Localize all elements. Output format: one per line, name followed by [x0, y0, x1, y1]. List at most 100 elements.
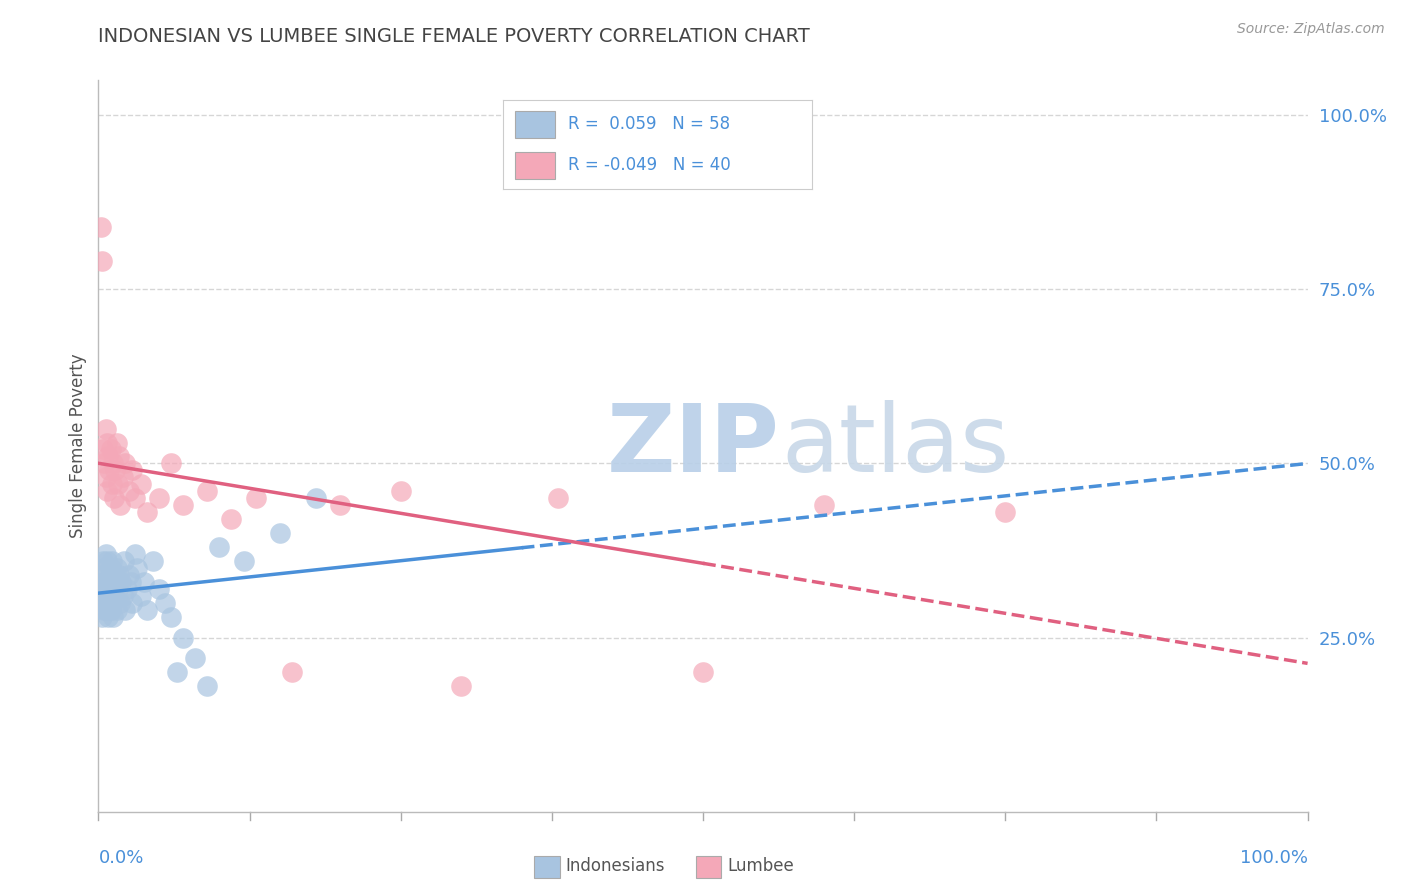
Point — [153, 596, 176, 610]
Point — [94, 547, 117, 561]
Point — [108, 498, 131, 512]
Point — [90, 219, 112, 234]
Point — [94, 589, 117, 603]
Point — [91, 254, 114, 268]
Point — [135, 603, 157, 617]
Point — [208, 540, 231, 554]
Text: R = -0.049   N = 40: R = -0.049 N = 40 — [568, 156, 730, 174]
Point — [91, 596, 114, 610]
Point — [121, 463, 143, 477]
Point — [103, 567, 125, 582]
Point — [100, 477, 122, 491]
Point — [93, 457, 115, 471]
Point — [135, 505, 157, 519]
Point — [96, 484, 118, 499]
Point — [172, 631, 194, 645]
Point — [129, 589, 152, 603]
Point — [101, 582, 124, 596]
Point — [117, 582, 139, 596]
Y-axis label: Single Female Poverty: Single Female Poverty — [69, 354, 87, 538]
Text: ZIP: ZIP — [606, 400, 779, 492]
Point — [91, 442, 114, 457]
Point — [112, 554, 135, 568]
Point — [100, 574, 122, 589]
Point — [127, 561, 149, 575]
Point — [104, 463, 127, 477]
Point — [97, 450, 120, 464]
Point — [450, 679, 472, 693]
Point — [94, 603, 117, 617]
Point — [329, 498, 352, 512]
Text: Lumbee: Lumbee — [727, 857, 793, 875]
Point — [100, 596, 122, 610]
Point — [107, 477, 129, 491]
Point — [98, 567, 121, 582]
Point — [108, 596, 131, 610]
Point — [96, 435, 118, 450]
Text: 0.0%: 0.0% — [98, 849, 143, 867]
Point — [100, 554, 122, 568]
Point — [101, 457, 124, 471]
Point — [389, 484, 412, 499]
Text: INDONESIAN VS LUMBEE SINGLE FEMALE POVERTY CORRELATION CHART: INDONESIAN VS LUMBEE SINGLE FEMALE POVER… — [98, 27, 810, 45]
Point — [98, 463, 121, 477]
Point — [103, 491, 125, 506]
Point — [111, 470, 134, 484]
Text: Indonesians: Indonesians — [565, 857, 665, 875]
Text: R =  0.059   N = 58: R = 0.059 N = 58 — [568, 115, 730, 133]
Point — [166, 665, 188, 680]
Point — [124, 491, 146, 506]
Point — [108, 567, 131, 582]
Point — [195, 679, 218, 693]
Point — [172, 498, 194, 512]
Point — [232, 554, 254, 568]
Point — [100, 561, 122, 575]
Point — [105, 435, 128, 450]
Point — [245, 491, 267, 506]
Point — [184, 651, 207, 665]
Point — [994, 505, 1017, 519]
Point — [91, 567, 114, 582]
Point — [107, 582, 129, 596]
Point — [281, 665, 304, 680]
Point — [91, 554, 114, 568]
FancyBboxPatch shape — [515, 111, 555, 137]
Point — [118, 567, 141, 582]
Point — [97, 609, 120, 624]
Point — [103, 589, 125, 603]
Point — [96, 596, 118, 610]
Point — [104, 574, 127, 589]
Point — [100, 442, 122, 457]
Point — [93, 574, 115, 589]
Point — [547, 491, 569, 506]
Point — [148, 491, 170, 506]
Point — [148, 582, 170, 596]
Point — [692, 665, 714, 680]
Point — [111, 589, 134, 603]
Point — [121, 596, 143, 610]
Point — [129, 477, 152, 491]
Point — [813, 498, 835, 512]
Text: atlas: atlas — [782, 400, 1010, 492]
Point — [98, 589, 121, 603]
Point — [118, 484, 141, 499]
Point — [100, 603, 122, 617]
Point — [93, 603, 115, 617]
Point — [305, 491, 328, 506]
Point — [93, 561, 115, 575]
Point — [110, 574, 132, 589]
Point — [114, 457, 136, 471]
Point — [97, 582, 120, 596]
Point — [90, 582, 112, 596]
Point — [120, 574, 142, 589]
Point — [269, 526, 291, 541]
Point — [114, 603, 136, 617]
Point — [108, 450, 131, 464]
Point — [101, 609, 124, 624]
Point — [124, 547, 146, 561]
Point — [105, 603, 128, 617]
Text: Source: ZipAtlas.com: Source: ZipAtlas.com — [1237, 22, 1385, 37]
Point — [96, 574, 118, 589]
Point — [160, 609, 183, 624]
Point — [94, 470, 117, 484]
